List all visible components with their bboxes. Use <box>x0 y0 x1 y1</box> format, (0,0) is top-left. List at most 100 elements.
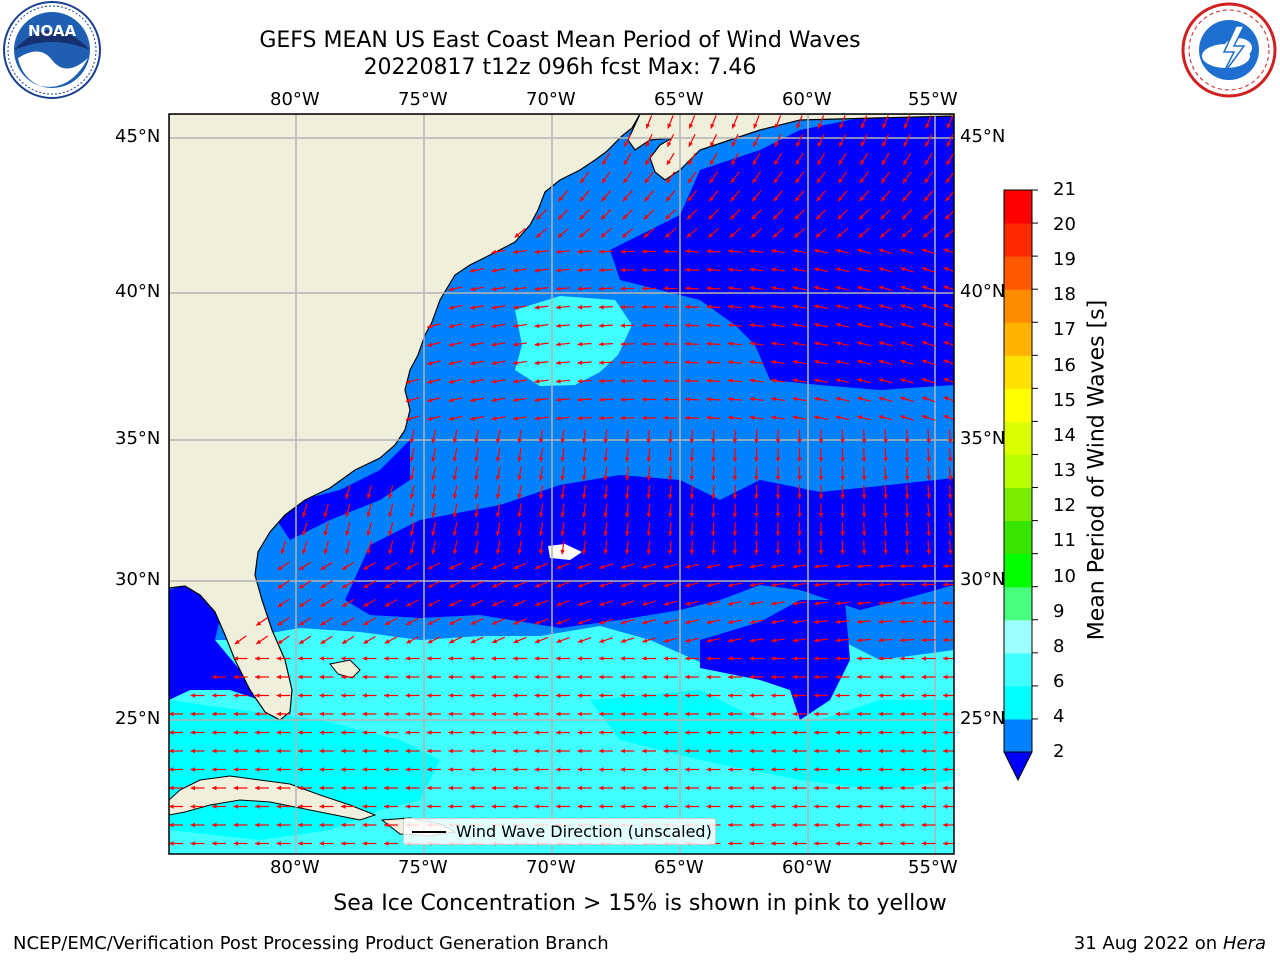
wind-arrow-head <box>878 285 884 290</box>
wind-arrow-head <box>943 767 948 772</box>
wind-arrow-head <box>169 785 174 791</box>
wind-arrow-head <box>620 638 626 643</box>
wind-arrow-head <box>579 214 585 220</box>
wind-arrow-head <box>883 494 888 499</box>
wind-arrow-head <box>599 656 604 661</box>
wind-arrow-head <box>685 360 690 365</box>
wind-arrow-head <box>276 674 281 680</box>
wind-arrow-head <box>406 620 412 625</box>
wind-arrow-head <box>470 767 475 772</box>
wind-arrow-head <box>255 693 260 698</box>
wind-arrow-head <box>900 730 905 735</box>
wind-arrow-head <box>685 341 690 347</box>
wind-arrow-head <box>534 564 540 570</box>
wind-arrow-head <box>904 475 910 481</box>
wind-arrow-head <box>663 619 669 625</box>
wind-arrow-head <box>384 804 389 809</box>
wind-arrow-head <box>814 638 819 643</box>
wind-arrow-head <box>771 711 776 717</box>
wind-arrow-head <box>878 322 884 327</box>
wind-arrow-head <box>341 748 346 754</box>
wind-arrow-head <box>517 549 522 555</box>
lon-tick-bottom: 80°W <box>270 857 320 878</box>
wind-arrow-head <box>534 342 540 347</box>
lat-tick-right: 35°N <box>960 428 1006 449</box>
wind-arrow-head <box>233 804 238 809</box>
wind-arrow-head <box>513 767 518 772</box>
wind-arrow-head <box>663 249 669 254</box>
wind-arrow-head <box>491 711 496 717</box>
wind-arrow-head <box>558 196 564 202</box>
wind-arrow-head <box>320 639 326 644</box>
wind-arrow-head <box>255 785 260 791</box>
wind-arrow-head <box>878 415 884 420</box>
wind-arrow-head <box>255 711 260 717</box>
wind-arrow-head <box>405 379 411 384</box>
wind-arrow-head <box>814 359 819 365</box>
wind-arrow-head <box>363 583 369 588</box>
wind-arrow-head <box>923 196 929 202</box>
wind-arrow-head <box>663 674 668 680</box>
wind-arrow-head <box>190 822 195 828</box>
wind-arrow-head <box>302 549 307 555</box>
lat-tick-right: 40°N <box>960 281 1006 302</box>
wind-arrow-head <box>685 638 691 643</box>
colorbar-label: Mean Period of Wind Waves [s] <box>1084 299 1110 641</box>
wind-arrow-head <box>323 549 328 555</box>
wind-arrow-head <box>646 457 652 462</box>
colorbar-tick: 2 <box>1053 741 1065 762</box>
wind-arrow-head <box>452 438 458 444</box>
wind-arrow-head <box>513 305 518 310</box>
wind-arrow-head <box>814 601 819 606</box>
wind-arrow-head <box>624 494 630 499</box>
wind-arrow-head <box>900 285 906 290</box>
wind-arrow-head <box>732 457 738 462</box>
wind-arrow-head <box>470 656 475 661</box>
wind-arrow-head <box>642 601 648 606</box>
map-title: GEFS MEAN US East Coast Mean Period of W… <box>259 28 861 53</box>
wind-arrow-head <box>921 248 927 253</box>
wind-arrow-head <box>921 785 926 791</box>
wind-arrow-head <box>706 323 712 328</box>
wind-arrow-head <box>362 841 367 846</box>
wind-arrow-head <box>878 619 884 624</box>
wind-arrow-head <box>624 531 630 536</box>
wind-arrow-head <box>255 674 260 680</box>
wind-arrow-head <box>860 141 865 147</box>
wind-arrow-head <box>384 822 389 828</box>
wind-arrow-head <box>642 415 647 421</box>
wind-arrow-head <box>448 416 454 421</box>
wind-arrow-head <box>298 785 303 791</box>
wind-arrow-head <box>814 822 819 828</box>
wind-arrow-head <box>731 123 737 129</box>
wind-arrow-head <box>470 620 476 625</box>
wind-arrow-head <box>624 141 629 147</box>
wind-arrow-head <box>534 397 540 403</box>
wind-arrow-head <box>728 785 733 791</box>
wind-arrow-head <box>689 457 695 462</box>
wind-arrow-head <box>384 639 390 644</box>
wind-arrow-head <box>556 360 561 366</box>
wind-arrow-head <box>534 286 540 292</box>
wind-arrow-head <box>728 341 733 347</box>
colorbar-frame <box>1003 189 1033 753</box>
wind-arrow-head <box>878 711 883 717</box>
lat-tick-left: 40°N <box>115 281 161 302</box>
wind-arrow-head <box>840 531 845 536</box>
wind-arrow-head <box>749 322 755 328</box>
wind-arrow-head <box>728 248 733 254</box>
wind-arrow-head <box>534 656 539 661</box>
wind-arrow-head <box>709 178 714 184</box>
wind-arrow-head <box>857 341 863 346</box>
land-cuba <box>169 775 377 821</box>
wind-arrow-head <box>883 438 888 444</box>
wind-arrow-head <box>771 841 776 846</box>
colorbar-tick: 6 <box>1053 671 1065 692</box>
wind-arrow-head <box>491 416 497 421</box>
wind-arrow-head <box>491 693 496 698</box>
wind-arrow-head <box>448 286 454 292</box>
wind-arrow-head <box>900 711 905 717</box>
wind-arrow-head <box>900 582 905 587</box>
wind-arrow-head <box>946 141 951 147</box>
wind-arrow-head <box>840 549 845 555</box>
